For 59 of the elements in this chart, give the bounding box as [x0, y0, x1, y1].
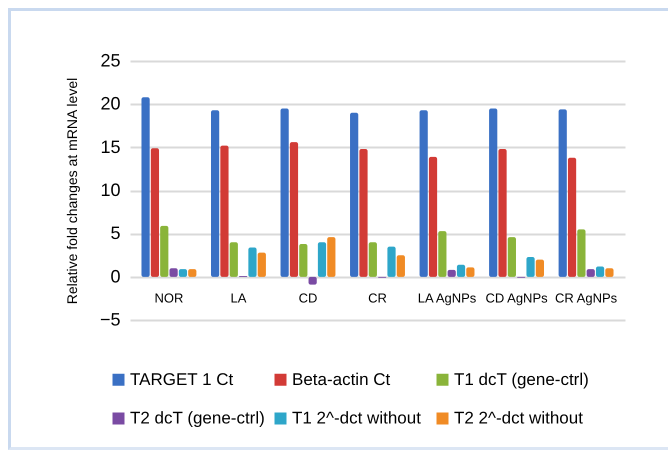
- bar: [350, 112, 358, 277]
- x-tick-label: CD AgNPs: [485, 290, 548, 306]
- x-tick-label: CR: [368, 290, 387, 306]
- bar: [160, 226, 168, 277]
- bar: [438, 231, 446, 277]
- bar: [605, 268, 614, 277]
- bar: [596, 266, 604, 277]
- bar: [327, 237, 336, 277]
- bar: [290, 142, 298, 277]
- y-axis-title: Relative fold changes at mRNA level: [64, 78, 80, 304]
- y-tick-label: 0: [110, 266, 120, 286]
- bar: [536, 260, 544, 277]
- bar: [230, 242, 238, 277]
- y-tick-label: 20: [100, 94, 120, 114]
- bar: [368, 242, 377, 277]
- x-tick-label: CD: [298, 290, 318, 306]
- y-tick-label: 5: [110, 223, 120, 244]
- bar: [577, 229, 586, 277]
- bar: [318, 242, 326, 277]
- bar: [526, 256, 535, 277]
- bar: [248, 247, 257, 277]
- bar: [558, 109, 567, 277]
- bar: [308, 276, 317, 285]
- y-tick-label: −5: [100, 310, 120, 330]
- x-tick-label: LA: [230, 290, 247, 306]
- y-tick-label: 15: [100, 136, 120, 157]
- bar: [210, 110, 220, 277]
- bar: [508, 237, 516, 277]
- bar: [428, 156, 438, 277]
- x-tick-label: LA AgNPs: [418, 290, 477, 306]
- legend-label: T2 2^-dct without: [454, 408, 584, 428]
- bar: [178, 269, 188, 277]
- legend-label: T2 dcT (gene-ctrl): [130, 408, 265, 428]
- bar: [299, 244, 308, 277]
- bar: [396, 255, 405, 277]
- bar: [359, 149, 368, 277]
- bar: [420, 110, 428, 277]
- bar: [220, 146, 229, 277]
- legend-label: TARGET 1 Ct: [130, 370, 234, 389]
- bar: [150, 148, 160, 277]
- bar: [387, 246, 396, 277]
- bar: [498, 149, 507, 277]
- bar: [169, 268, 178, 277]
- bar: [489, 108, 498, 277]
- bar: [258, 252, 266, 277]
- x-tick-label: NOR: [154, 290, 184, 306]
- y-tick-label: 10: [100, 180, 120, 200]
- bar: [188, 269, 196, 277]
- bar: [586, 269, 595, 277]
- bar: [568, 158, 576, 277]
- y-tick-label: 25: [100, 50, 120, 70]
- legend-label: T1 dcT (gene-ctrl): [454, 370, 589, 389]
- x-tick-label: CR AgNPs: [554, 290, 618, 306]
- legend-label: T1 2^-dct without: [292, 408, 422, 428]
- legend-label: Beta-actin Ct: [292, 370, 391, 389]
- bar: [280, 108, 289, 277]
- bar: [466, 267, 474, 277]
- bar: [141, 97, 150, 277]
- bar: [456, 264, 466, 277]
